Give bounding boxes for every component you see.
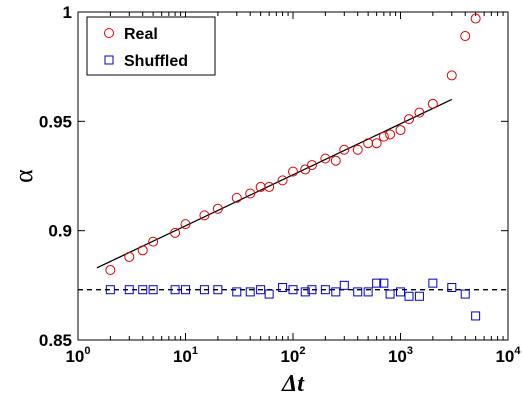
shuffled-point	[105, 285, 115, 295]
shuffled-point	[471, 311, 481, 321]
real-point	[231, 192, 242, 203]
real-point	[460, 31, 471, 42]
shuffled-point	[396, 287, 405, 297]
y-tick-label: 0.9	[48, 222, 72, 241]
shuffled-point	[170, 285, 180, 295]
real-point	[264, 181, 275, 192]
shuffled-point	[278, 283, 288, 293]
x-tick-label: 101	[173, 345, 198, 366]
shuffled-point	[124, 285, 134, 295]
real-point	[339, 144, 350, 155]
real-point	[371, 138, 382, 149]
real-point	[446, 70, 457, 81]
legend: Real Shuffled	[86, 16, 216, 76]
series-real	[105, 13, 481, 276]
real-point	[470, 13, 481, 24]
shuffled-point	[213, 285, 223, 295]
real-point	[277, 175, 288, 186]
real-point	[363, 138, 374, 149]
y-axis-label: α	[9, 169, 38, 183]
legend-label-real: Real	[124, 26, 158, 43]
y-tick-label: 0.95	[39, 112, 72, 131]
shuffled-point	[256, 285, 266, 295]
shuffled-point	[385, 289, 395, 299]
shuffled-point	[363, 287, 373, 297]
x-tick-label: 104	[495, 345, 521, 366]
shuffled-point	[181, 285, 190, 295]
axis-labels: Δt α	[9, 169, 305, 397]
legend-label-shuffled: Shuffled	[124, 53, 188, 70]
shuffled-point	[404, 291, 414, 301]
real-point	[199, 210, 210, 221]
x-axis-label: Δt	[281, 371, 305, 397]
real-point	[378, 131, 389, 142]
shuffled-point	[353, 287, 363, 297]
legend-box	[86, 16, 216, 76]
y-tick-label: 0.85	[39, 331, 72, 350]
shuffled-point	[300, 287, 310, 297]
shuffled-point	[331, 287, 341, 297]
x-tick-label: 103	[388, 345, 413, 366]
legend-marker-real	[104, 28, 114, 38]
shuffled-point	[148, 285, 158, 295]
real-point	[306, 160, 317, 171]
real-point	[180, 219, 191, 230]
shuffled-point	[447, 283, 457, 293]
shuffled-point	[264, 289, 274, 299]
shuffled-point	[288, 285, 298, 295]
shuffled-point	[138, 285, 148, 295]
real-point	[352, 144, 363, 155]
shuffled-point	[199, 285, 209, 295]
shuffled-point	[428, 278, 438, 288]
shuffled-point	[232, 287, 242, 297]
data-points	[105, 13, 481, 321]
real-point	[245, 188, 256, 199]
series-shuffled	[105, 278, 481, 321]
real-point	[124, 251, 135, 262]
y-tick-label: 1	[63, 3, 72, 22]
real-point	[395, 125, 406, 136]
real-point	[212, 203, 223, 214]
real-point	[148, 236, 159, 247]
real-point	[404, 114, 415, 125]
real-point	[427, 98, 438, 109]
shuffled-point	[320, 285, 330, 295]
real-point	[170, 227, 181, 238]
real-point	[320, 153, 331, 164]
shuffled-point	[339, 280, 349, 290]
real-point	[385, 129, 396, 140]
real-point	[414, 107, 425, 118]
real-fit-line	[96, 98, 453, 269]
legend-marker-shuffled	[104, 55, 114, 65]
shuffled-point	[245, 287, 255, 297]
axes: 100 101 102 103 104 0.85 0.9 0.95 1	[39, 3, 521, 366]
shuffled-point	[372, 278, 382, 288]
real-point	[105, 265, 116, 276]
x-tick-label: 102	[280, 345, 305, 366]
fit-lines	[78, 98, 508, 291]
shuffled-point	[414, 291, 424, 301]
real-point	[288, 166, 298, 177]
x-tick-label: 100	[65, 345, 90, 366]
real-point	[330, 155, 341, 166]
shuffled-point	[379, 278, 389, 288]
shuffled-point	[460, 289, 470, 299]
shuffled-point	[307, 285, 317, 295]
real-point	[137, 245, 148, 256]
